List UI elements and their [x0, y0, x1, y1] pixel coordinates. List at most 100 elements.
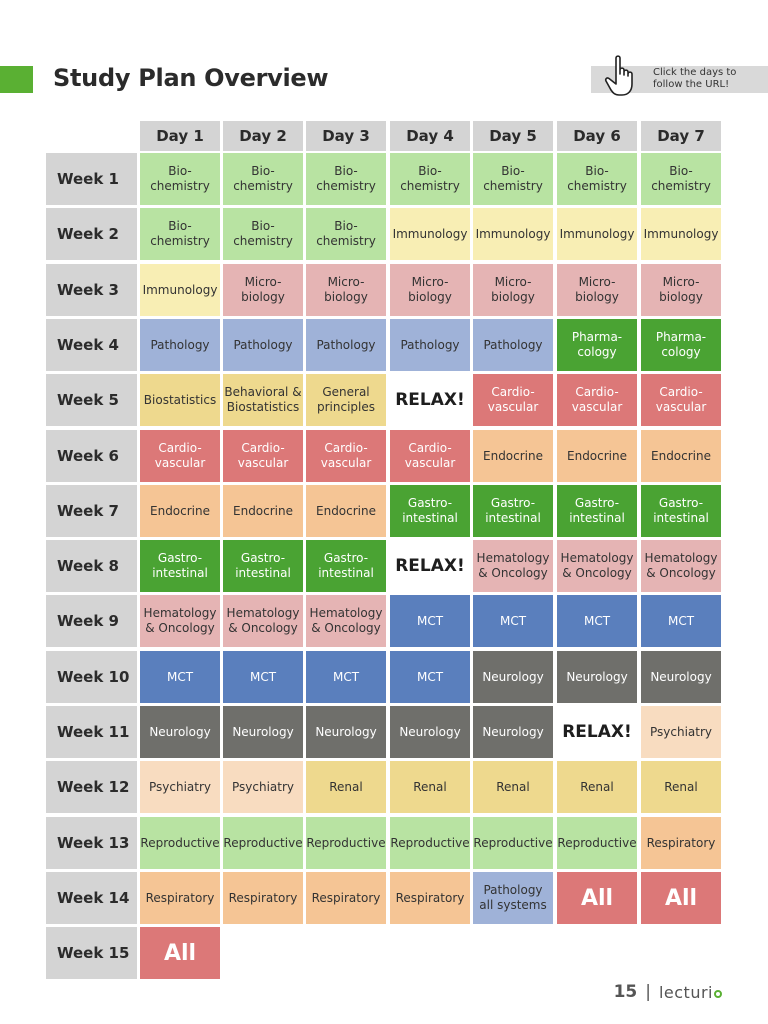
subject-cell: Respiratory [641, 817, 721, 869]
subject-cell: Pathology [390, 319, 470, 371]
subject-cell: MCT [641, 595, 721, 647]
week-label: Week 5 [46, 374, 137, 426]
subject-cell: Gastro- intestinal [140, 540, 220, 592]
url-hint-text: Click the days to follow the URL! [653, 67, 737, 90]
day-header-link[interactable]: Day 7 [641, 121, 721, 151]
subject-cell: Gastro- intestinal [390, 485, 470, 537]
subject-cell: General principles [306, 374, 386, 426]
subject-cell: Cardio- vascular [557, 374, 637, 426]
subject-cell: Endocrine [473, 430, 553, 482]
subject-cell: Bio- chemistry [223, 153, 303, 205]
brand-o-icon [714, 989, 722, 998]
subject-cell: Renal [473, 761, 553, 813]
subject-cell: Endocrine [140, 485, 220, 537]
relax-day-cell: RELAX! [390, 540, 470, 592]
day-header-link[interactable]: Day 4 [390, 121, 470, 151]
subject-cell: Gastro- intestinal [306, 540, 386, 592]
subject-cell: Endocrine [223, 485, 303, 537]
brand-logo: lecturi [659, 983, 722, 1002]
subject-cell: Neurology [557, 651, 637, 703]
subject-cell: Neurology [223, 706, 303, 758]
title-accent-bar [0, 66, 33, 93]
week-label: Week 14 [46, 872, 137, 924]
subject-cell: Micro- biology [306, 264, 386, 316]
subject-cell: Psychiatry [223, 761, 303, 813]
day-header-link[interactable]: Day 6 [557, 121, 637, 151]
subject-cell: Gastro- intestinal [223, 540, 303, 592]
subject-cell: Behavioral & Biostatistics [223, 374, 303, 426]
week-label: Week 4 [46, 319, 137, 371]
subject-cell: Pharma- cology [641, 319, 721, 371]
subject-cell: MCT [223, 651, 303, 703]
subject-cell: Reproductive [557, 817, 637, 869]
subject-cell: Bio- chemistry [557, 153, 637, 205]
week-label: Week 7 [46, 485, 137, 537]
subject-cell: Pathology [140, 319, 220, 371]
subject-cell: Neurology [473, 651, 553, 703]
week-label: Week 3 [46, 264, 137, 316]
day-header-link[interactable]: Day 1 [140, 121, 220, 151]
relax-day-cell: RELAX! [557, 706, 637, 758]
subject-cell: Micro- biology [557, 264, 637, 316]
subject-cell: Respiratory [223, 872, 303, 924]
week-label: Week 13 [46, 817, 137, 869]
subject-cell: Pharma- cology [557, 319, 637, 371]
subject-cell: Reproductive [223, 817, 303, 869]
subject-cell: MCT [390, 595, 470, 647]
subject-cell: Neurology [306, 706, 386, 758]
subject-cell: Hematology & Oncology [473, 540, 553, 592]
subject-cell: Reproductive [306, 817, 386, 869]
subject-cell: Gastro- intestinal [557, 485, 637, 537]
subject-cell: Neurology [390, 706, 470, 758]
subject-cell: Psychiatry [641, 706, 721, 758]
subject-cell: Hematology & Oncology [641, 540, 721, 592]
subject-cell: Pathology [473, 319, 553, 371]
subject-cell: Immunology [641, 208, 721, 260]
subject-cell: Cardio- vascular [223, 430, 303, 482]
week-label: Week 15 [46, 927, 137, 979]
week-label: Week 2 [46, 208, 137, 260]
url-hint-box: Click the days to follow the URL! [591, 55, 768, 96]
relax-day-cell: RELAX! [390, 374, 470, 426]
subject-cell: Pathology [306, 319, 386, 371]
subject-cell: Endocrine [306, 485, 386, 537]
subject-cell: MCT [473, 595, 553, 647]
subject-cell: Respiratory [390, 872, 470, 924]
subject-cell: MCT [306, 651, 386, 703]
subject-cell: Endocrine [641, 430, 721, 482]
subject-cell: Respiratory [140, 872, 220, 924]
week-label: Week 8 [46, 540, 137, 592]
subject-cell: Immunology [473, 208, 553, 260]
week-label: Week 11 [46, 706, 137, 758]
day-header-link[interactable]: Day 3 [306, 121, 386, 151]
subject-cell: Bio- chemistry [390, 153, 470, 205]
subject-cell: Bio- chemistry [140, 208, 220, 260]
subject-cell: Renal [306, 761, 386, 813]
subject-cell: All [641, 872, 721, 924]
subject-cell: Bio- chemistry [306, 208, 386, 260]
footer-separator: | [645, 982, 651, 1002]
subject-cell: Bio- chemistry [223, 208, 303, 260]
day-header-link[interactable]: Day 2 [223, 121, 303, 151]
week-label: Week 1 [46, 153, 137, 205]
subject-cell: Neurology [473, 706, 553, 758]
subject-cell: Renal [557, 761, 637, 813]
subject-cell: Neurology [140, 706, 220, 758]
subject-cell: Reproductive [140, 817, 220, 869]
subject-cell: Hematology & Oncology [306, 595, 386, 647]
subject-cell: Psychiatry [140, 761, 220, 813]
day-header-link[interactable]: Day 5 [473, 121, 553, 151]
subject-cell: Neurology [641, 651, 721, 703]
subject-cell: Micro- biology [473, 264, 553, 316]
subject-cell: Cardio- vascular [140, 430, 220, 482]
brand-name: lecturi [658, 982, 713, 1002]
page-footer: 15 | lecturi [614, 982, 722, 1002]
subject-cell: Bio- chemistry [306, 153, 386, 205]
subject-cell: Gastro- intestinal [641, 485, 721, 537]
subject-cell: Pathology all systems [473, 872, 553, 924]
subject-cell: Gastro- intestinal [473, 485, 553, 537]
subject-cell: Bio- chemistry [473, 153, 553, 205]
week-label: Week 6 [46, 430, 137, 482]
subject-cell: MCT [557, 595, 637, 647]
subject-cell: Cardio- vascular [473, 374, 553, 426]
